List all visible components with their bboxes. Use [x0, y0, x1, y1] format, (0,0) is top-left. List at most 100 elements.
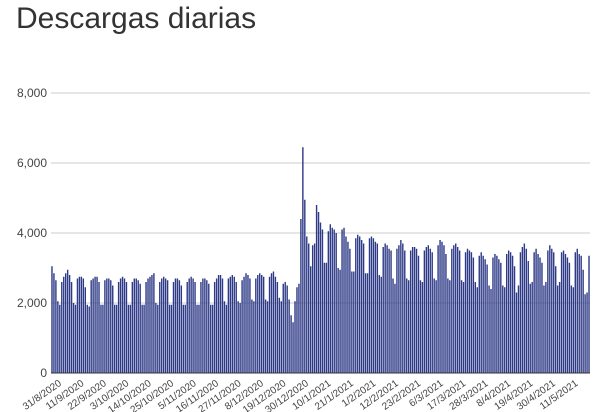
bar	[255, 278, 257, 373]
bar	[278, 297, 281, 373]
bar	[309, 266, 312, 373]
bar	[507, 250, 510, 373]
bar	[476, 287, 478, 373]
bar	[243, 276, 245, 373]
bar	[219, 275, 222, 373]
bar	[306, 236, 308, 373]
bar	[247, 275, 249, 373]
bar	[325, 262, 328, 373]
bar	[159, 282, 161, 373]
bar	[539, 257, 541, 373]
bar	[304, 199, 306, 373]
bar	[400, 240, 402, 373]
bar	[270, 273, 273, 373]
bar	[76, 278, 79, 373]
bar	[298, 283, 300, 373]
bar	[147, 278, 149, 373]
bar	[321, 229, 324, 373]
bar	[390, 250, 392, 373]
bar	[100, 304, 102, 373]
bar	[112, 285, 114, 373]
bar	[276, 282, 279, 373]
bar	[362, 243, 365, 373]
bar	[102, 304, 104, 373]
bar	[423, 250, 426, 373]
bar	[580, 255, 582, 373]
bar	[396, 248, 398, 373]
bar	[166, 280, 169, 373]
bar	[545, 282, 547, 373]
bar	[541, 262, 543, 373]
bar	[55, 280, 57, 373]
bar	[202, 278, 204, 373]
bar	[347, 241, 349, 373]
bar	[560, 252, 563, 373]
chart-title: Descargas diarias	[16, 2, 257, 35]
bar	[253, 301, 255, 373]
bar	[125, 282, 128, 373]
bar	[337, 268, 339, 373]
y-tick-label: 0	[40, 366, 47, 380]
bar	[172, 282, 175, 373]
bar	[388, 248, 390, 373]
bar	[145, 282, 147, 373]
bar	[237, 301, 239, 373]
bar	[259, 273, 261, 373]
bar	[315, 205, 318, 373]
bar	[462, 282, 465, 373]
bar	[233, 276, 235, 373]
bar	[568, 262, 571, 373]
bar	[333, 229, 335, 373]
bar	[88, 306, 90, 373]
bar	[57, 301, 59, 373]
bar	[529, 283, 531, 373]
bar	[94, 276, 96, 373]
bar	[264, 299, 267, 373]
bar	[151, 275, 153, 373]
bar	[229, 276, 232, 373]
bar	[474, 282, 477, 373]
bar	[280, 301, 282, 373]
bar	[294, 301, 296, 373]
bar	[96, 276, 98, 373]
bar	[113, 304, 116, 373]
bar	[533, 252, 535, 373]
bar	[286, 285, 288, 373]
bar	[204, 278, 206, 373]
bar	[68, 275, 71, 373]
bar	[415, 248, 418, 373]
bar	[404, 250, 406, 373]
bar	[141, 304, 143, 373]
bar	[115, 304, 118, 373]
bar	[260, 275, 263, 373]
bar	[358, 236, 361, 373]
bar	[537, 254, 539, 373]
bar	[170, 304, 173, 373]
bar	[482, 255, 484, 373]
bar	[441, 241, 443, 373]
bar	[155, 303, 157, 373]
bar	[308, 243, 310, 373]
bar	[153, 273, 155, 373]
bar	[123, 278, 126, 373]
bar	[505, 254, 508, 373]
bar	[231, 275, 233, 373]
bar	[351, 271, 353, 373]
bar	[200, 282, 202, 373]
bar	[384, 243, 386, 373]
bar	[335, 233, 337, 373]
bar	[458, 250, 461, 373]
bar	[64, 273, 67, 373]
bar	[225, 304, 228, 373]
bar	[284, 282, 286, 373]
bar	[464, 252, 467, 373]
bar	[433, 278, 435, 373]
bar	[431, 252, 433, 373]
bar	[582, 269, 584, 373]
bar	[355, 238, 357, 373]
bar	[215, 278, 218, 373]
bar	[411, 247, 414, 373]
bar	[564, 254, 567, 373]
bar	[186, 282, 188, 373]
bar	[329, 224, 331, 373]
